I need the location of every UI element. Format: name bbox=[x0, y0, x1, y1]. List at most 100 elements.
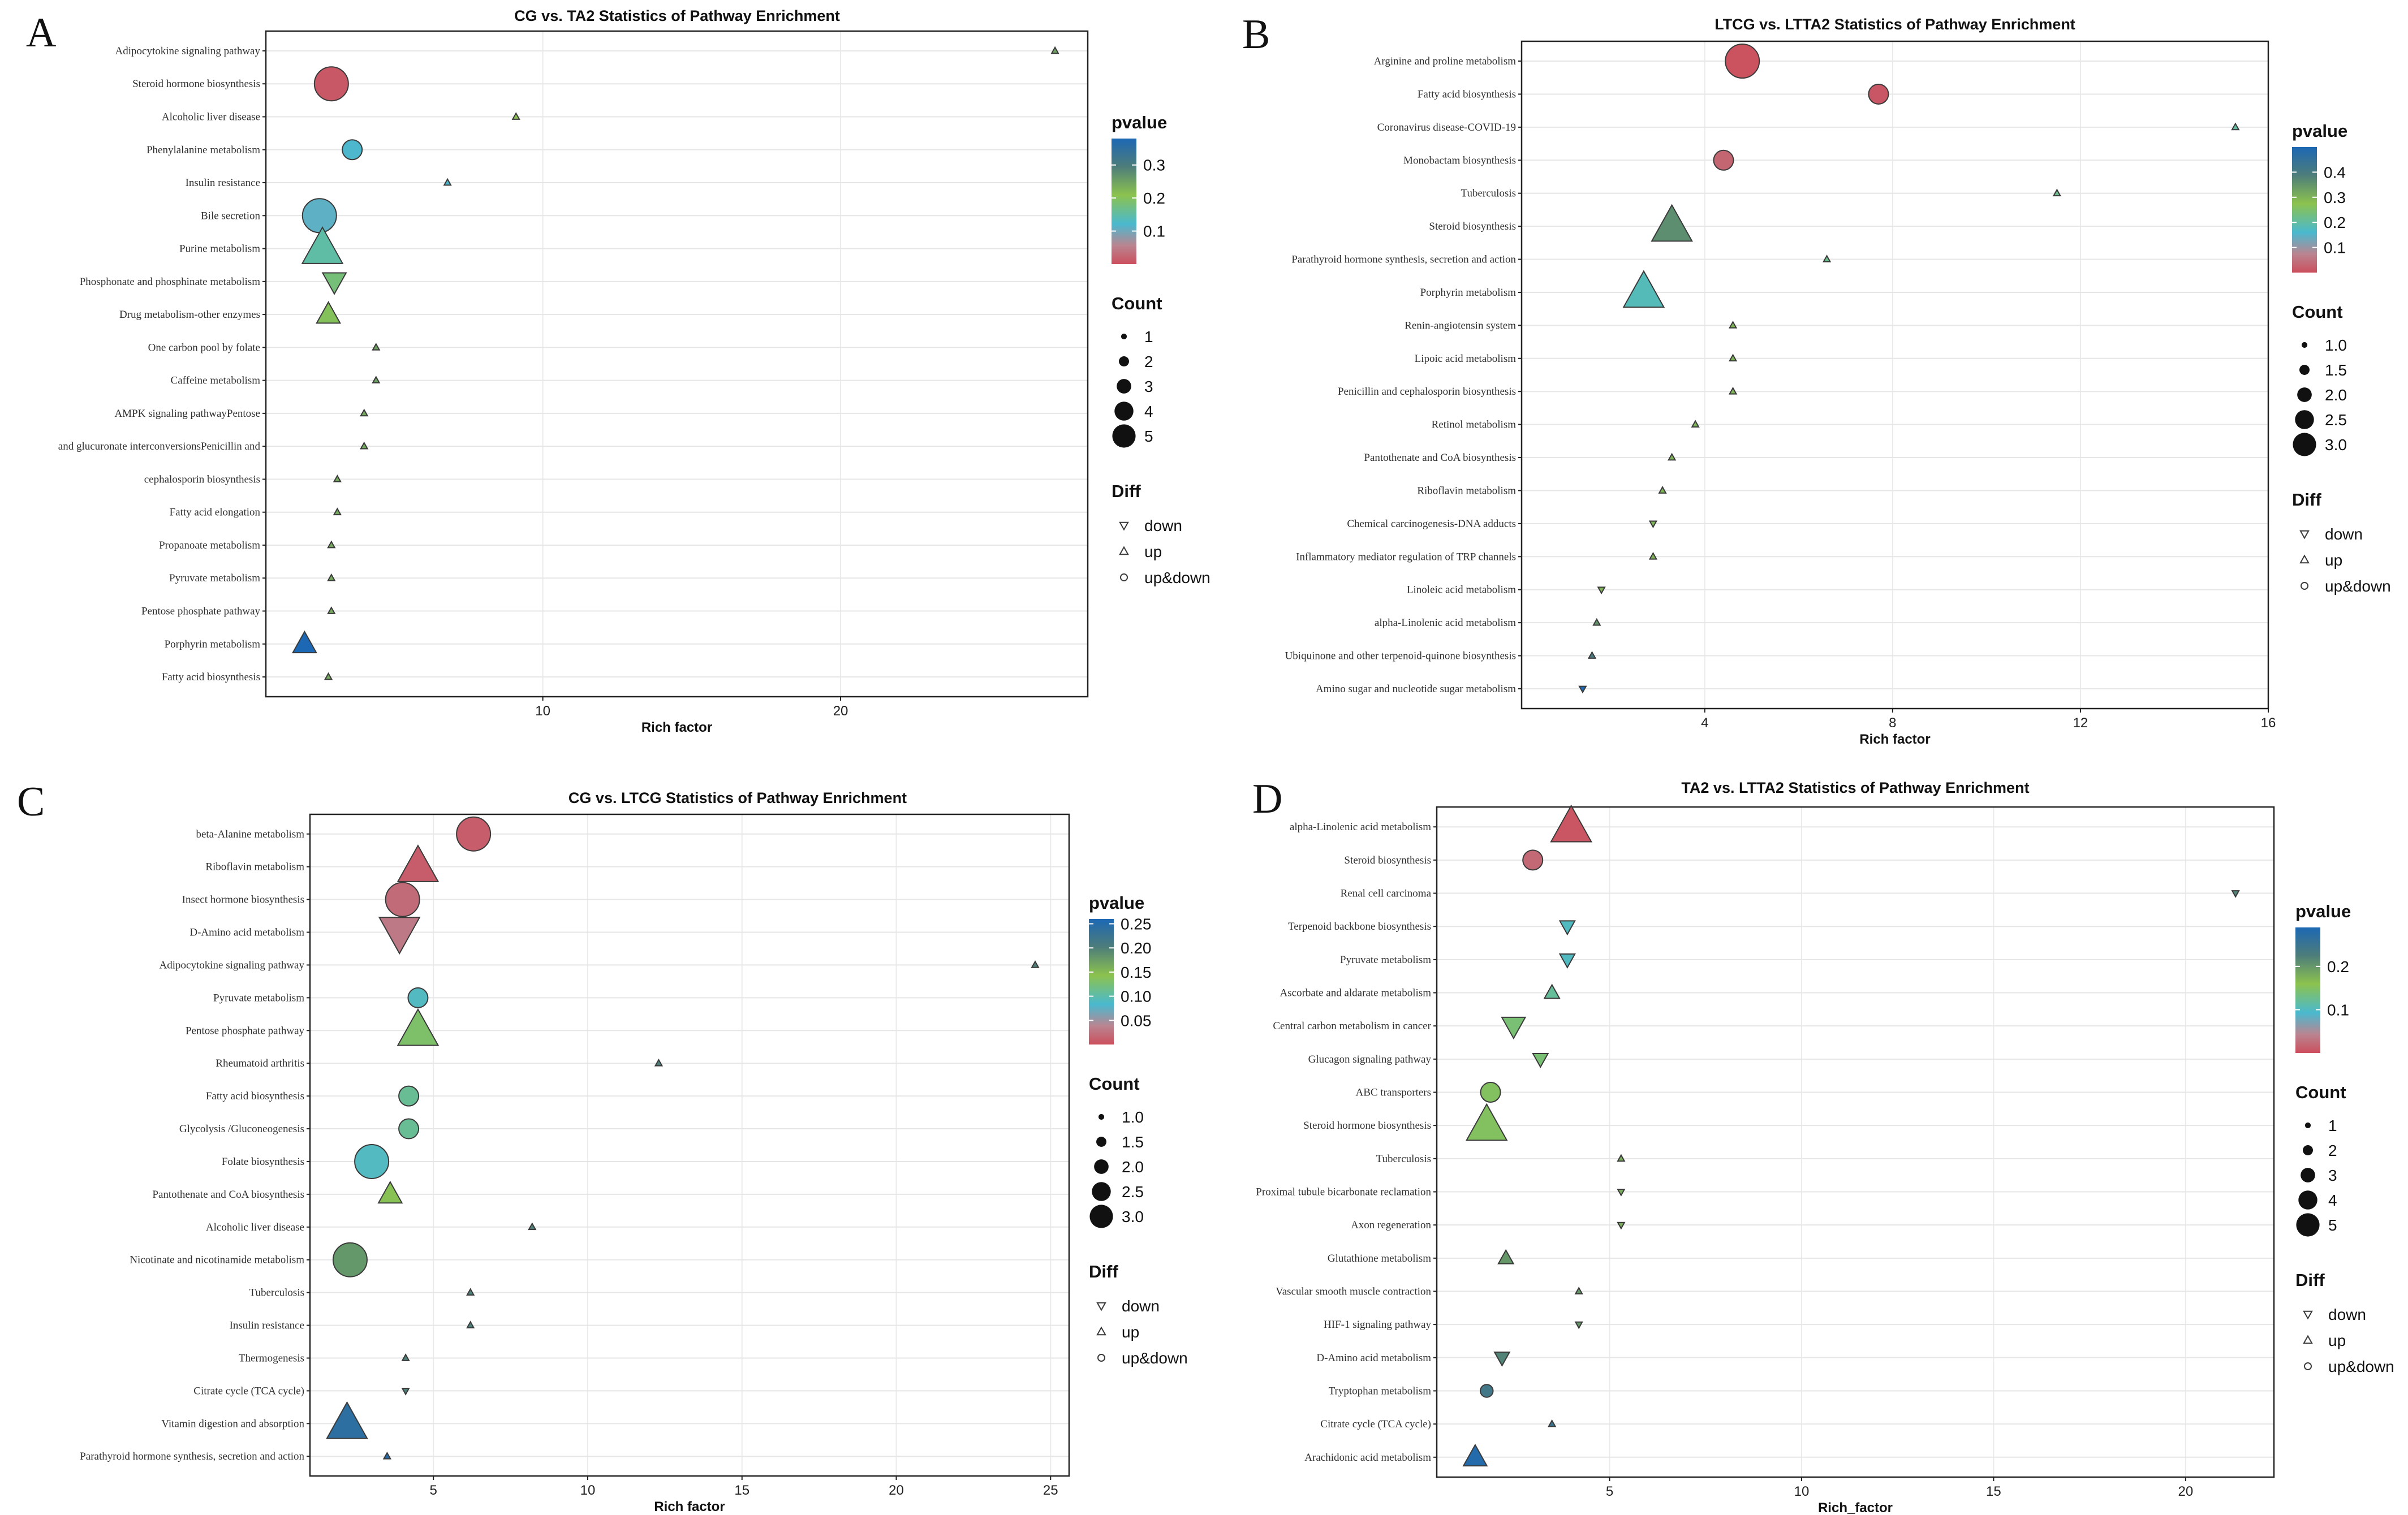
y-tick-label-abc-transporters: ABC transporters bbox=[1355, 1087, 1431, 1099]
y-tick-label-citrate-cycle-tca-cycle: Citrate cycle (TCA cycle) bbox=[1320, 1418, 1431, 1430]
legend-title-pvalue: pvalue bbox=[2295, 901, 2351, 921]
data-point-amino-sugar-and-nucleotide-sugar-metabolism bbox=[1578, 685, 1587, 694]
y-tick-label-arginine-and-proline-metabolism: Arginine and proline metabolism bbox=[1374, 55, 1517, 67]
y-tick-label-cephalosporin-biosynthesis: cephalosporin biosynthesis bbox=[144, 473, 260, 485]
diff-legend-label: up bbox=[2325, 551, 2342, 569]
data-point-pentose-phosphate-pathway bbox=[397, 1008, 440, 1046]
data-point-bile-secretion bbox=[301, 198, 337, 234]
chart-title: CG vs. TA2 Statistics of Pathway Enrichm… bbox=[514, 7, 840, 24]
data-point-glucagon-signaling-pathway bbox=[1532, 1052, 1549, 1068]
colorbar-tick-label: 0.2 bbox=[2327, 958, 2349, 976]
colorbar-tick-label: 0.25 bbox=[1121, 916, 1152, 933]
y-tick-label-rheumatoid-arthritis: Rheumatoid arthritis bbox=[216, 1058, 304, 1069]
y-tick-label-d-amino-acid-metabolism: D-Amino acid metabolism bbox=[189, 927, 304, 939]
y-tick-label-bile-secretion: Bile secretion bbox=[201, 210, 260, 222]
count-legend-dot bbox=[2299, 365, 2310, 375]
legend-title-pvalue: pvalue bbox=[2292, 121, 2347, 141]
count-legend-dot bbox=[1117, 379, 1131, 394]
diff-legend-symbol-down bbox=[2299, 530, 2310, 539]
y-tick-label-retinol-metabolism: Retinol metabolism bbox=[1432, 419, 1517, 431]
count-legend-label: 1.0 bbox=[1122, 1108, 1144, 1126]
count-legend-label: 2.5 bbox=[2325, 411, 2347, 429]
chart-title: CG vs. LTCG Statistics of Pathway Enrich… bbox=[568, 789, 907, 806]
count-legend-label: 5 bbox=[1144, 428, 1153, 445]
count-legend-dot bbox=[2298, 1190, 2317, 1210]
data-point-parathyroid-hormone-synthesis-secretion-and-action bbox=[1822, 254, 1832, 262]
colorbar-tick-label: 0.20 bbox=[1121, 939, 1152, 957]
y-tick-label-pyruvate-metabolism: Pyruvate metabolism bbox=[169, 572, 260, 584]
colorbar-tick-label: 0.3 bbox=[2324, 189, 2346, 206]
count-legend-dot bbox=[1096, 1137, 1106, 1147]
data-point-axon-regeneration bbox=[1617, 1222, 1626, 1230]
data-point-central-carbon-metabolism-in-cancer bbox=[1501, 1016, 1527, 1040]
y-tick-label-drug-metabolism-other-enzymes: Drug metabolism-other enzymes bbox=[119, 309, 260, 321]
data-point-purine-metabolism bbox=[301, 226, 344, 264]
data-point-d-amino-acid-metabolism bbox=[378, 917, 421, 955]
count-legend-label: 2 bbox=[1144, 353, 1153, 370]
diff-legend-symbol-down bbox=[2303, 1310, 2313, 1320]
data-point-ubiquinone-and-other-terpenoid-quinone-biosynthesis bbox=[1587, 651, 1597, 659]
y-tick-label-pyruvate-metabolism: Pyruvate metabolism bbox=[1340, 954, 1431, 966]
diff-legend-symbol-up-down bbox=[1120, 573, 1128, 581]
x-tick-label: 20 bbox=[889, 1483, 904, 1498]
y-tick-label-riboflavin-metabolism: Riboflavin metabolism bbox=[205, 861, 304, 873]
y-tick-label-axon-regeneration: Axon regeneration bbox=[1351, 1219, 1431, 1231]
data-point-steroid-hormone-biosynthesis bbox=[1465, 1103, 1508, 1141]
plot-frame bbox=[1520, 40, 2269, 710]
y-tick-label-inflammatory-mediator-regulation-of-trp-channels: Inflammatory mediator regulation of TRP … bbox=[1296, 551, 1516, 563]
y-tick-label-arachidonic-acid-metabolism: Arachidonic acid metabolism bbox=[1304, 1452, 1431, 1464]
count-legend-dot bbox=[2297, 387, 2312, 402]
plot-frame bbox=[1436, 806, 2275, 1478]
diff-legend-symbol-up bbox=[2303, 1335, 2313, 1344]
y-tick-label-beta-alanine-metabolism: beta-Alanine metabolism bbox=[196, 828, 304, 840]
legend-title-count: Count bbox=[1112, 293, 1162, 313]
data-point-retinol-metabolism bbox=[1691, 420, 1700, 428]
data-point-pantothenate-and-coa-biosynthesis bbox=[377, 1180, 403, 1204]
panel-letter: D bbox=[1252, 776, 1282, 822]
y-tick-label-porphyrin-metabolism: Porphyrin metabolism bbox=[1420, 287, 1517, 299]
count-legend-label: 1.5 bbox=[1122, 1133, 1144, 1151]
count-legend-label: 3 bbox=[2328, 1167, 2337, 1184]
legend-title-diff: Diff bbox=[1112, 481, 1141, 501]
y-tick-label-tryptophan-metabolism: Tryptophan metabolism bbox=[1329, 1385, 1432, 1397]
data-point-alcoholic-liver-disease bbox=[528, 1222, 537, 1231]
y-tick-label-tuberculosis: Tuberculosis bbox=[249, 1287, 304, 1299]
count-legend-label: 3 bbox=[1144, 378, 1153, 395]
y-tick-label-fatty-acid-biosynthesis: Fatty acid biosynthesis bbox=[206, 1090, 304, 1102]
data-point-caffeine-metabolism bbox=[372, 375, 381, 384]
x-tick-label: 20 bbox=[2178, 1484, 2194, 1499]
data-point-terpenoid-backbone-biosynthesis bbox=[1558, 920, 1576, 936]
y-tick-label-steroid-biosynthesis: Steroid biosynthesis bbox=[1429, 221, 1516, 232]
count-legend-label: 1.0 bbox=[2325, 336, 2347, 354]
data-point-riboflavin-metabolism bbox=[397, 844, 440, 882]
y-tick-label-fatty-acid-biosynthesis: Fatty acid biosynthesis bbox=[1418, 88, 1516, 100]
x-tick-label: 25 bbox=[1043, 1483, 1058, 1498]
data-point-vascular-smooth-muscle-contraction bbox=[1574, 1287, 1583, 1294]
y-tick-label-insect-hormone-biosynthesis: Insect hormone biosynthesis bbox=[182, 894, 304, 906]
x-tick-label: 8 bbox=[1889, 715, 1896, 731]
pvalue-colorbar bbox=[2292, 147, 2317, 273]
data-point-alpha-linolenic-acid-metabolism bbox=[1550, 804, 1592, 843]
data-point-nicotinate-and-nicotinamide-metabolism bbox=[332, 1242, 368, 1277]
diff-legend-symbol-up bbox=[1096, 1326, 1106, 1336]
data-point-propanoate-metabolism bbox=[327, 540, 336, 549]
count-legend-label: 4 bbox=[1144, 403, 1153, 420]
pvalue-colorbar bbox=[1112, 139, 1136, 264]
data-point-insulin-resistance bbox=[443, 178, 452, 186]
diff-legend-label: up bbox=[1122, 1323, 1139, 1341]
count-legend-label: 1 bbox=[1144, 328, 1153, 346]
data-point-riboflavin-metabolism bbox=[1658, 486, 1667, 494]
legend-title-pvalue: pvalue bbox=[1089, 893, 1144, 913]
x-tick-label: 15 bbox=[734, 1483, 749, 1498]
data-point-chemical-carcinogenesis-dna-adducts bbox=[1648, 520, 1658, 529]
data-point-tuberculosis bbox=[466, 1288, 475, 1296]
data-point-abc-transporters bbox=[1480, 1082, 1501, 1103]
legend-title-diff: Diff bbox=[1089, 1262, 1118, 1281]
pvalue-colorbar bbox=[2295, 927, 2320, 1053]
data-point-pyruvate-metabolism bbox=[327, 573, 336, 581]
data-point-steroid-hormone-biosynthesis bbox=[313, 66, 349, 102]
y-tick-label-pentose-phosphate-pathway: Pentose phosphate pathway bbox=[141, 606, 261, 618]
y-tick-label-caffeine-metabolism: Caffeine metabolism bbox=[171, 375, 261, 387]
y-tick-label-pyruvate-metabolism: Pyruvate metabolism bbox=[213, 992, 304, 1004]
y-tick-label-alcoholic-liver-disease: Alcoholic liver disease bbox=[206, 1222, 304, 1233]
